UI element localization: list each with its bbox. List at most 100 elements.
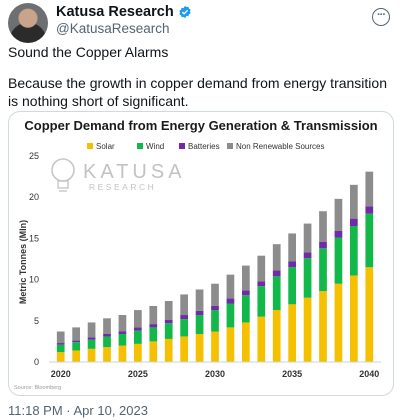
- legend-swatch: [179, 143, 185, 149]
- bar-segment-solar: [87, 348, 96, 362]
- legend-label: Solar: [96, 142, 115, 151]
- bar-segment-solar: [226, 327, 235, 362]
- tweet-text-line-1: Sound the Copper Alarms: [8, 44, 169, 60]
- x-axis-ticks: 2020 2025 2030 2035 2040: [51, 369, 380, 379]
- bar-segment-wind: [257, 286, 266, 317]
- watermark-logo: KATUSA RESEARCH: [51, 158, 182, 192]
- x-tick-label: 2040: [359, 369, 379, 379]
- bar-segment-wind: [242, 295, 250, 323]
- bar-segment-solar: [134, 343, 142, 362]
- bar-segment-batteries: [303, 252, 312, 259]
- bar-segment-batteries: [242, 290, 250, 296]
- bar-segment-batteries: [164, 319, 173, 324]
- bar-segment-solar: [195, 333, 204, 362]
- bar-segment-wind: [365, 213, 374, 268]
- bar-segment-solar: [118, 345, 127, 362]
- bar-segment-batteries: [365, 206, 374, 214]
- x-tick-label: 2035: [282, 369, 302, 379]
- bar-segment-wind: [350, 226, 358, 276]
- bar-segment-batteries: [56, 343, 65, 345]
- bar-segment-wind: [164, 323, 173, 339]
- bar-segment-non-renewable-sources: [350, 184, 358, 219]
- bar-segment-batteries: [226, 298, 235, 304]
- bar-segment-batteries: [149, 324, 158, 328]
- x-tick-label: 2025: [128, 369, 148, 379]
- y-tick-label: 20: [29, 192, 39, 202]
- bar-segment-solar: [149, 341, 158, 362]
- bar-segment-wind: [149, 327, 158, 342]
- lightbulb-icon: [51, 158, 75, 192]
- bar-segment-batteries: [211, 305, 219, 311]
- bar-segment-batteries: [134, 327, 142, 331]
- bar-segment-non-renewable-sources: [334, 198, 343, 231]
- bar-segment-batteries: [103, 333, 111, 337]
- bar-segment-non-renewable-sources: [211, 283, 219, 306]
- bar-segment-solar: [319, 291, 327, 362]
- bar-segment-non-renewable-sources: [72, 327, 80, 341]
- bar-segment-solar: [211, 331, 219, 362]
- bar-segment-solar: [303, 297, 312, 362]
- y-tick-label: 0: [34, 357, 39, 367]
- chart-title: Copper Demand from Energy Generation & T…: [24, 118, 377, 133]
- author-handle[interactable]: @KatusaResearch: [56, 21, 170, 36]
- bar-segment-wind: [272, 276, 281, 311]
- bar-segment-wind: [56, 344, 65, 353]
- bar-segment-solar: [164, 338, 173, 362]
- verified-badge-icon: [179, 5, 191, 19]
- chart: Copper Demand from Energy Generation & T…: [14, 118, 381, 391]
- x-tick-label: 2020: [51, 369, 71, 379]
- bar-segment-batteries: [350, 218, 358, 227]
- legend-swatch: [227, 143, 233, 149]
- tweet-text-line-2: Because the growth in copper demand from…: [8, 75, 387, 109]
- bar-segment-non-renewable-sources: [87, 322, 96, 338]
- bar-segment-solar: [72, 350, 80, 362]
- bar-segment-non-renewable-sources: [195, 289, 204, 311]
- bar-segment-non-renewable-sources: [365, 171, 374, 207]
- bar-segment-wind: [118, 333, 127, 346]
- bar-segment-non-renewable-sources: [103, 318, 111, 334]
- more-options-icon[interactable]: ···: [372, 8, 390, 26]
- bar-segment-batteries: [319, 241, 327, 249]
- bar-segment-non-renewable-sources: [242, 265, 250, 291]
- bar-segment-non-renewable-sources: [303, 223, 312, 253]
- bar-segment-wind: [288, 267, 296, 305]
- avatar[interactable]: [8, 3, 48, 43]
- bar-segment-non-renewable-sources: [56, 331, 65, 344]
- bar-segment-batteries: [118, 331, 127, 334]
- legend-label: Batteries: [188, 142, 220, 151]
- bar-segment-batteries: [180, 315, 188, 320]
- legend-label: Non Renewable Sources: [236, 142, 325, 151]
- tweet-timestamp[interactable]: 11:18 PM · Apr 10, 2023: [8, 403, 148, 418]
- chart-source: Source: Bloomberg: [14, 385, 61, 391]
- bar-segment-solar: [350, 275, 358, 362]
- bar-segment-batteries: [72, 340, 80, 343]
- bar-segment-batteries: [272, 270, 281, 277]
- bar-segment-non-renewable-sources: [164, 301, 173, 320]
- bar-segment-solar: [334, 283, 343, 362]
- y-tick-label: 15: [29, 233, 39, 243]
- legend-swatch: [87, 143, 93, 149]
- bar-segment-non-renewable-sources: [226, 274, 235, 299]
- y-axis-label: Metric Tonnes (Mln): [18, 220, 28, 304]
- bar-segment-solar: [288, 304, 296, 362]
- bar-segment-solar: [242, 322, 250, 362]
- bar-segment-wind: [180, 319, 188, 337]
- author-name[interactable]: Katusa Research: [56, 4, 174, 20]
- bar-segment-wind: [72, 342, 80, 351]
- bar-segment-non-renewable-sources: [257, 255, 266, 282]
- bar-segment-non-renewable-sources: [134, 310, 142, 328]
- y-tick-label: 5: [34, 316, 39, 326]
- bar-segment-solar: [257, 316, 266, 362]
- bar-segment-solar: [180, 336, 188, 362]
- bar-segment-solar: [365, 267, 374, 362]
- watermark-subtitle: RESEARCH: [89, 182, 156, 192]
- bar-segment-non-renewable-sources: [149, 305, 158, 325]
- tweet-media-image[interactable]: Copper Demand from Energy Generation & T…: [8, 111, 394, 396]
- bar-segment-solar: [56, 352, 65, 362]
- x-tick-label: 2030: [205, 369, 225, 379]
- chart-legend: Solar Wind Batteries Non Renewable Sources: [87, 142, 325, 151]
- bar-segment-wind: [211, 310, 219, 332]
- bar-segment-batteries: [195, 310, 204, 316]
- y-tick-label: 25: [29, 151, 39, 161]
- legend-swatch: [137, 143, 143, 149]
